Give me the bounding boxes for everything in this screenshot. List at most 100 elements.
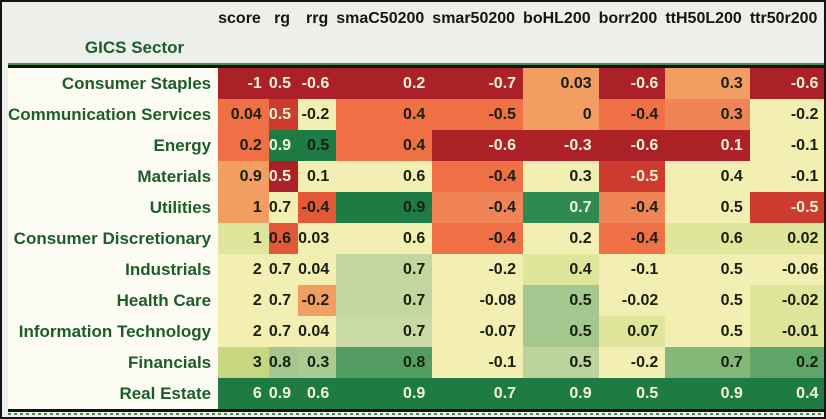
- heatmap-cell: 0.4: [749, 378, 824, 409]
- column-header-ttr50r200: ttr50r200: [749, 10, 818, 27]
- heatmap-cell: -0.4: [598, 99, 666, 130]
- column-header-ttH50L200: ttH50L200: [665, 10, 742, 27]
- heatmap-cell: -0.2: [598, 347, 666, 378]
- heatmap-cell: 0.5: [523, 347, 599, 378]
- heatmap-cell: 1: [218, 223, 269, 254]
- sector-row: Materials 0.9 0.5 0.1 0.6 -0.4 0.3 -0.5 0.4 -0.1: [8, 161, 824, 192]
- heatmap-cell: 2: [218, 285, 269, 316]
- corner-spacer: [8, 5, 218, 33]
- heatmap-cell: 0.03: [298, 223, 337, 254]
- column-header-rrg: rrg: [305, 10, 329, 27]
- heatmap-cell: 0.6: [268, 223, 299, 254]
- heatmap-cell: -0.1: [598, 254, 666, 285]
- column-header-boHL200: boHL200: [523, 10, 591, 27]
- heatmap-cell: 0.02: [749, 223, 824, 254]
- sector-row: Consumer Discretionary 1 0.6 0.03 0.6 -0.4 0.2…: [8, 223, 824, 254]
- heatmap-cell: 2: [218, 316, 269, 347]
- heatmap-cell: 0.5: [298, 130, 337, 161]
- heatmap-cell: 0.4: [523, 254, 599, 285]
- heatmap-cell: -0.06: [749, 254, 824, 285]
- heatmap-cell: 2: [218, 254, 269, 285]
- sector-row: Consumer Staples -1 0.5 -0.6 0.2 -0.7 0.03 -0.6…: [8, 68, 824, 99]
- row-label: Consumer Staples: [8, 68, 219, 99]
- heatmap-cell: 0.2: [336, 68, 433, 99]
- heatmap-cell: 6: [218, 378, 269, 409]
- row-label: Utilities: [8, 192, 219, 223]
- heatmap-cell: -0.5: [432, 99, 524, 130]
- heatmap-cell: 0.6: [665, 223, 750, 254]
- sector-row: Information Technology 2 0.7 0.04 0.7 -0.07 0.…: [8, 316, 824, 347]
- heatmap-cell: 0.5: [665, 254, 750, 285]
- heatmap-cell: 0.9: [336, 192, 433, 223]
- heatmap-cell: 0.7: [268, 192, 299, 223]
- heatmap-cell: 0.9: [268, 130, 299, 161]
- heatmap-cell: 0.8: [336, 347, 433, 378]
- heatmap-cell: 3: [218, 347, 269, 378]
- heatmap-cell: 0.5: [268, 99, 299, 130]
- heatmap-cell: -0.08: [432, 285, 524, 316]
- header-separator-row: [8, 63, 824, 68]
- row-label: Health Care: [8, 285, 219, 316]
- sector-row: Communication Services 0.04 0.5 -0.2 0.4 -0.5…: [8, 99, 824, 130]
- heatmap-cell: 0.5: [665, 316, 750, 347]
- heatmap-cell: 0.7: [336, 285, 433, 316]
- row-label: Communication Services: [8, 99, 219, 130]
- sector-row: Energy 0.2 0.9 0.5 0.4 -0.6 -0.3 -0.6 0.1 -0.1: [8, 130, 824, 161]
- row-label: Industrials: [8, 254, 219, 285]
- column-header-row: score rg rrg smaC50200 smar50200 boHL200 borr2…: [8, 5, 824, 33]
- heatmap-cell: -0.1: [432, 347, 524, 378]
- heatmap-cell: -0.2: [298, 99, 337, 130]
- heatmap-cell: 0.1: [298, 161, 337, 192]
- heatmap-cell: -0.6: [598, 68, 666, 99]
- heatmap-cell: -0.6: [432, 130, 524, 161]
- heatmap-cell: 0.8: [268, 347, 299, 378]
- heatmap-cell: -0.1: [749, 130, 824, 161]
- header-rule: [8, 63, 824, 68]
- heatmap-cell: -0.4: [598, 223, 666, 254]
- column-header-score: score: [218, 10, 261, 27]
- heatmap-cell: 0.7: [268, 285, 299, 316]
- column-header-smaC50200: smaC50200: [336, 10, 425, 27]
- heatmap-cell: -0.2: [432, 254, 524, 285]
- heatmap-cell: -0.4: [432, 223, 524, 254]
- row-label: Consumer Discretionary: [8, 223, 219, 254]
- heatmap-cell: -0.01: [749, 316, 824, 347]
- heatmap-cell: 0.6: [298, 378, 337, 409]
- heatmap-cell: -0.5: [749, 192, 824, 223]
- index-header-spacer: [218, 33, 824, 63]
- heatmap-cell: 0.3: [665, 68, 750, 99]
- heatmap-cell: 0.04: [298, 316, 337, 347]
- heatmap-cell: 0.4: [665, 161, 750, 192]
- heatmap-cell: -0.1: [749, 161, 824, 192]
- footer-separator-row: [8, 409, 824, 415]
- heatmap-cell: 0.1: [665, 130, 750, 161]
- heatmap-cell: 0.04: [218, 99, 269, 130]
- heatmap-cell: 0.4: [336, 130, 433, 161]
- heatmap-cell: 0.5: [665, 192, 750, 223]
- heatmap-cell: -0.2: [298, 285, 337, 316]
- sector-row: Financials 3 0.8 0.3 0.8 -0.1 0.5 -0.2 0.7 0.2: [8, 347, 824, 378]
- heatmap-cell: 0.7: [523, 192, 599, 223]
- heatmap-cell: -0.4: [298, 192, 337, 223]
- sector-row: Industrials 2 0.7 0.04 0.7 -0.2 0.4 -0.1 0.5 -0.0…: [8, 254, 824, 285]
- heatmap-cell: -0.07: [432, 316, 524, 347]
- heatmap-cell: 0.3: [665, 99, 750, 130]
- heatmap-cell: 0.4: [336, 99, 433, 130]
- heatmap-cell: 0.04: [298, 254, 337, 285]
- heatmap-cell: -0.4: [432, 161, 524, 192]
- heatmap-cell: 0.3: [298, 347, 337, 378]
- row-label: Financials: [8, 347, 219, 378]
- heatmap-cell: -0.02: [598, 285, 666, 316]
- heatmap-cell: 0.03: [523, 68, 599, 99]
- heatmap-cell: 0.5: [268, 68, 299, 99]
- heatmap-cell: 0.5: [268, 161, 299, 192]
- heatmap-cell: 0.5: [665, 285, 750, 316]
- heatmap-cell: 0.7: [268, 316, 299, 347]
- heatmap-cell: -0.02: [749, 285, 824, 316]
- heatmap-cell: 0.5: [598, 378, 666, 409]
- heatmap-cell: -0.6: [298, 68, 337, 99]
- heatmap-cell: -0.7: [432, 68, 524, 99]
- heatmap-cell: -1: [218, 68, 269, 99]
- heatmap-cell: 0.7: [336, 316, 433, 347]
